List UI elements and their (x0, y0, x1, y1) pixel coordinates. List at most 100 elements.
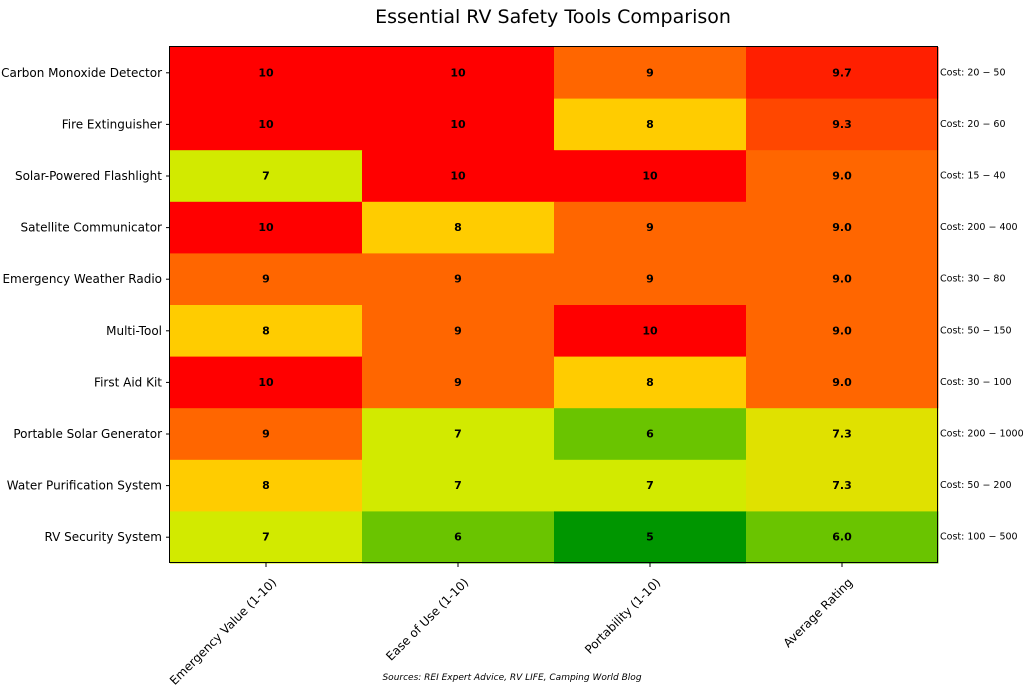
cost-annotation: Cost: 200 − 1000 (940, 429, 1024, 440)
cell-value-label: 10 (450, 118, 466, 131)
heatmap-cell (554, 459, 747, 512)
cost-annotation: Cost: 30 − 80 (940, 274, 1006, 285)
x-tick-label: Portability (1-10) (582, 575, 663, 656)
cell-value-label: 8 (262, 324, 270, 337)
heatmap-cell (554, 98, 747, 151)
cell-value-label: 10 (450, 170, 466, 183)
heatmap-cell (170, 150, 363, 203)
heatmap-cell (170, 511, 363, 564)
y-tick-label: Carbon Monoxide Detector (1, 66, 162, 80)
heatmap-cell (746, 305, 939, 358)
heatmap-cell (746, 150, 939, 203)
y-tick-label: Satellite Communicator (20, 221, 162, 235)
heatmap-cell (170, 201, 363, 254)
heatmap-cell (170, 408, 363, 461)
cell-value-label: 10 (258, 221, 274, 234)
cell-value-label: 9 (262, 428, 270, 441)
y-axis: Carbon Monoxide Detector Fire Extinguishe… (1, 66, 170, 544)
heatmap-cell (554, 356, 747, 409)
cell-value-label: 9.7 (832, 66, 852, 79)
heatmap-cell (362, 459, 555, 512)
cost-annotation: Cost: 20 − 50 (940, 67, 1006, 78)
cell-value-label: 7 (454, 428, 462, 441)
cell-value-label: 9 (646, 66, 654, 79)
cost-annotation: Cost: 100 − 500 (940, 532, 1018, 543)
heatmap-cell (746, 201, 939, 254)
cell-value-label: 5 (646, 531, 654, 544)
cell-value-label: 10 (450, 66, 466, 79)
x-tick-label: Emergency Value (1-10) (167, 575, 279, 687)
cell-value-label: 6.0 (832, 531, 852, 544)
cost-annotation: Cost: 30 − 100 (940, 377, 1012, 388)
cell-value-label: 6 (646, 428, 654, 441)
heatmap-cell (554, 253, 747, 306)
cost-annotation: Cost: 50 − 200 (940, 480, 1012, 491)
y-tick-label: Multi-Tool (106, 324, 162, 338)
cell-value-label: 9 (454, 376, 462, 389)
heatmap-cell (554, 150, 747, 203)
heatmap-cell (362, 305, 555, 358)
heatmap-cell (362, 150, 555, 203)
x-axis: Emergency Value (1-10) Ease of Use (1-10)… (167, 563, 855, 688)
y-tick-label: Emergency Weather Radio (2, 272, 162, 286)
heatmap-cell (554, 305, 747, 358)
y-tick-label: Portable Solar Generator (13, 427, 162, 441)
cell-value-label: 8 (454, 221, 462, 234)
cell-value-label: 9 (262, 273, 270, 286)
cost-annotation: Cost: 200 − 400 (940, 222, 1018, 233)
heatmap-cell (362, 408, 555, 461)
x-tick-label: Ease of Use (1-10) (383, 575, 471, 663)
cell-value-label: 9.3 (832, 118, 852, 131)
cell-value-label: 10 (258, 66, 274, 79)
cell-value-label: 7.3 (832, 428, 852, 441)
heatmap-cell (746, 511, 939, 564)
y-tick-label: Water Purification System (7, 479, 162, 493)
cell-value-label: 9 (454, 324, 462, 337)
cell-labels: 10 10 9 9.7 10 10 8 9.3 7 10 10 9.0 10 8 9 9.0 9 9 9 9.0 8 9 1… (258, 66, 852, 543)
heatmap-cell (746, 459, 939, 512)
cost-annotations: Cost: 20 − 50 Cost: 20 − 60 Cost: 15 − 40 C… (940, 67, 1024, 542)
cell-value-label: 9.0 (832, 273, 852, 286)
source-note: Sources: REI Expert Advice, RV LIFE, Cam… (382, 673, 641, 683)
plot-frame (169, 46, 938, 563)
heatmap-cells (170, 47, 939, 564)
heatmap-cell (746, 98, 939, 151)
heatmap-cell (170, 459, 363, 512)
cell-value-label: 9.0 (832, 170, 852, 183)
cell-value-label: 10 (258, 118, 274, 131)
cell-value-label: 9 (454, 273, 462, 286)
cell-value-label: 6 (454, 531, 462, 544)
heatmap-cell (362, 98, 555, 151)
y-tick-label: First Aid Kit (94, 375, 162, 389)
cell-value-label: 7 (262, 531, 270, 544)
heatmap-cell (554, 47, 747, 100)
chart-title: Essential RV Safety Tools Comparison (375, 6, 731, 28)
cost-annotation: Cost: 20 − 60 (940, 119, 1006, 130)
x-tick-label: Average Rating (781, 575, 856, 650)
heatmap-cell (554, 511, 747, 564)
cell-value-label: 7 (454, 479, 462, 492)
cell-value-label: 10 (642, 324, 658, 337)
cell-value-label: 9 (646, 221, 654, 234)
cell-value-label: 8 (646, 376, 654, 389)
cost-annotation: Cost: 15 − 40 (940, 171, 1006, 182)
cell-value-label: 7 (262, 170, 270, 183)
heatmap-cell (362, 511, 555, 564)
heatmap-cell (170, 253, 363, 306)
heatmap-cell (746, 253, 939, 306)
heatmap-cell (746, 408, 939, 461)
y-tick-label: Solar-Powered Flashlight (15, 169, 162, 183)
y-tick-label: RV Security System (44, 530, 162, 544)
heatmap-cell (170, 356, 363, 409)
cell-value-label: 10 (642, 170, 658, 183)
heatmap-cell (362, 201, 555, 254)
cell-value-label: 7 (646, 479, 654, 492)
heatmap-cell (362, 356, 555, 409)
heatmap-cell (170, 305, 363, 358)
heatmap-cell (746, 47, 939, 100)
cell-value-label: 8 (646, 118, 654, 131)
cell-value-label: 8 (262, 479, 270, 492)
cell-value-label: 9.0 (832, 221, 852, 234)
cell-value-label: 9.0 (832, 324, 852, 337)
cell-value-label: 9.0 (832, 376, 852, 389)
